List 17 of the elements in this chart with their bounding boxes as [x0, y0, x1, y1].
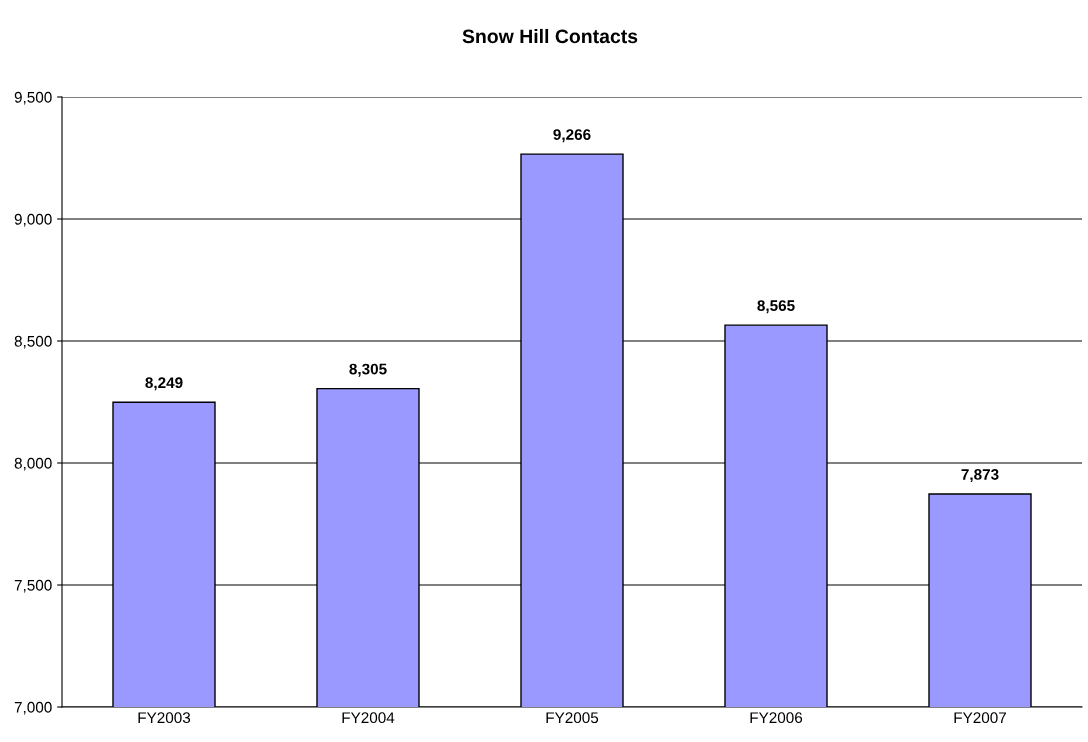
data-label: 7,873 — [961, 469, 999, 483]
x-tick-label: FY2005 — [546, 712, 599, 724]
x-tick-label: FY2006 — [750, 712, 803, 724]
y-tick-label: 7,500 — [14, 579, 52, 593]
y-tick-label: 8,500 — [14, 335, 52, 349]
y-tick-label: 9,000 — [14, 213, 52, 227]
data-label: 9,266 — [553, 129, 591, 143]
y-tick-label: 7,000 — [14, 701, 52, 715]
x-tick-label: FY2004 — [342, 712, 395, 724]
y-tick-label: 9,500 — [14, 91, 52, 105]
chart-title: Snow Hill Contacts — [462, 28, 638, 44]
x-tick-label: FY2007 — [954, 712, 1006, 724]
y-tick-label: 8,000 — [14, 457, 52, 471]
data-label: 8,565 — [757, 300, 795, 314]
x-tick-label: FY2003 — [138, 712, 191, 724]
data-label: 8,249 — [145, 377, 183, 391]
data-label: 8,305 — [349, 363, 387, 377]
